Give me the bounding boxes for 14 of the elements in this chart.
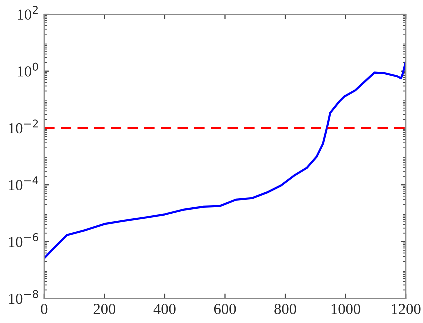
line-series bbox=[44, 60, 406, 260]
x-tick-label: 200 bbox=[94, 304, 116, 314]
x-tick-label: 1200 bbox=[392, 304, 421, 314]
x-tick-label: 400 bbox=[154, 304, 176, 314]
y-tick-label: 10$^{2}$ bbox=[18, 6, 38, 20]
y-tick-label: 10$^{−4}$ bbox=[9, 176, 39, 190]
x-tick-label: 1000 bbox=[332, 304, 360, 314]
y-tick-label: 10$^{0}$ bbox=[18, 62, 38, 77]
x-tick-label: 0 bbox=[41, 304, 48, 314]
x-tick-label: 800 bbox=[274, 304, 296, 314]
y-tick-label: 10$^{−8}$ bbox=[9, 290, 38, 304]
x-tick-label: 600 bbox=[214, 304, 236, 314]
y-tick-label: 10$^{−6}$ bbox=[9, 233, 38, 248]
y-tick-label: 10$^{−2}$ bbox=[9, 120, 38, 134]
